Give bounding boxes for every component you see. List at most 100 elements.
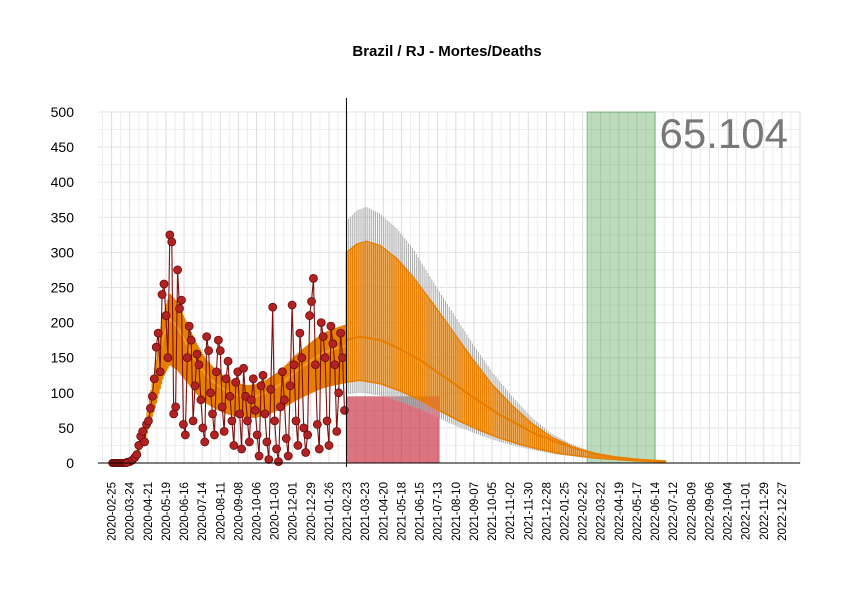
observed-point-2020-11-24 [283,451,293,461]
observed-point-2020-06-18 [180,430,190,440]
observed-point-2020-11-18 [279,395,289,405]
observed-point-2020-06-03 [171,402,181,412]
observed-point-2020-10-16 [258,370,268,380]
x-tick-label: 2021-11-30 [523,482,535,540]
x-tick-label: 2022-08-09 [686,482,698,541]
observed-point-2020-07-06 [192,349,202,359]
observed-point-2020-10-07 [252,430,262,440]
observed-point-2021-01-05 [310,360,320,370]
x-tick-label: 2022-07-12 [668,482,680,541]
x-tick-label: 2020-11-03 [270,482,282,540]
chart-axes [98,98,800,467]
observed-point-2021-01-11 [314,444,324,454]
observed-point-2021-01-14 [316,318,326,328]
observed-point-2020-06-15 [179,419,188,429]
observed-point-2020-05-19 [161,311,171,320]
x-tick-label: 2020-07-14 [197,481,209,540]
observed-point-2020-09-01 [229,441,239,450]
observed-point-2020-09-10 [235,409,245,419]
x-tick-label: 2022-01-25 [560,482,572,541]
x-tick-label: 2022-12-27 [777,482,789,541]
observed-point-2020-11-27 [285,381,295,391]
y-tick-label: 150 [51,350,75,366]
observed-point-2020-09-25 [244,437,254,447]
x-tick-label: 2020-04-21 [143,482,155,541]
x-tick-label: 2021-01-26 [324,482,336,541]
observed-point-2021-02-19 [340,405,349,415]
y-tick-label: 350 [51,209,75,225]
x-tick-label: 2020-10-06 [252,482,264,541]
x-tick-label: 2022-04-19 [614,482,626,541]
observed-point-2020-06-09 [175,304,184,313]
observed-point-2020-05-01 [149,374,159,384]
observed-point-2020-11-21 [281,434,291,443]
x-tick-label: 2021-06-15 [415,482,427,541]
x-tick-label: 2021-11-02 [505,482,517,540]
projection-end-band [586,111,656,464]
x-tick-label: 2022-02-22 [578,482,590,541]
observed-point-2020-11-06 [272,444,281,454]
observed-point-2020-06-24 [184,321,194,331]
observed-point-2020-04-16 [140,437,149,447]
observed-point-2020-06-30 [188,416,198,426]
observed-point-2020-12-27 [305,311,314,320]
observed-point-2021-02-07 [332,427,342,436]
x-tick-label: 2020-08-11 [215,482,227,540]
x-tick-label: 2022-09-06 [704,482,716,541]
x-tick-label: 2022-10-04 [723,481,735,540]
observed-point-2020-08-14 [217,402,227,412]
observed-point-2020-06-06 [173,265,182,275]
y-tick-labels: 0 50 100 150 200 250 300 350 400 450 500 [51,104,75,471]
observed-point-2020-12-15 [297,353,307,363]
observed-point-2021-01-02 [309,273,318,283]
observed-point-2020-09-22 [243,416,252,426]
y-tick-label: 500 [51,104,75,120]
observed-point-2020-12-03 [289,360,299,370]
chart-title: Brazil / RJ - Mortes/Deaths [352,43,541,60]
observed-point-2020-08-26 [225,391,235,401]
observed-point-2021-02-01 [328,339,338,349]
observed-point-2020-08-29 [227,416,237,426]
y-tick-label: 50 [58,420,74,436]
observed-point-2021-01-29 [326,321,336,331]
x-tick-label: 2021-04-20 [378,482,390,541]
observed-point-2020-05-22 [163,353,173,363]
observed-line [126,234,346,463]
observed-point-2020-12-21 [301,448,311,457]
x-tick-label: 2022-06-14 [650,481,662,540]
observed-point-2020-11-09 [274,457,283,466]
x-tick-label: 2021-12-28 [541,482,553,541]
observed-point-2020-05-07 [153,328,163,338]
observed-point-2020-08-11 [215,346,225,356]
observed-point-2020-05-10 [155,367,165,377]
observed-point-2021-01-26 [324,441,334,450]
observed-point-2021-01-17 [318,332,328,342]
observed-point-2020-09-28 [246,395,256,405]
observed-point-2020-07-12 [196,395,206,405]
observed-point-2020-08-20 [221,374,231,384]
x-tick-label: 2020-12-01 [288,482,300,541]
x-tick-labels: 2020-02-25 2020-03-24 2020-04-21 2020-05-19… [107,481,789,541]
observed-point-2020-10-10 [254,451,264,461]
x-tick-label: 2020-09-08 [233,482,245,541]
observed-point-2020-10-04 [250,405,260,415]
observed-point-2020-10-31 [268,302,278,312]
observed-point-2020-07-15 [198,423,208,433]
observed-point-2020-11-03 [270,416,280,426]
observed-point-2020-07-21 [202,332,212,342]
observed-point-2020-10-13 [256,381,266,391]
x-tick-label: 2021-08-10 [451,482,463,541]
observed-point-2020-11-15 [277,367,287,377]
observed-point-2020-06-12 [177,295,186,305]
x-tick-label: 2020-12-29 [306,482,318,541]
y-tick-label: 250 [51,280,75,296]
forecast-layer [345,207,667,464]
observed-point-2020-09-13 [237,444,247,454]
observed-point-2020-05-28 [167,237,177,247]
x-tick-label: 2021-02-23 [342,482,354,541]
observed-point-2020-04-04 [132,450,142,459]
observed-point-2020-04-13 [138,427,148,436]
y-tick-label: 400 [51,174,75,190]
observed-point-2020-06-27 [186,335,196,345]
x-tick-label: 2020-05-19 [161,482,173,541]
